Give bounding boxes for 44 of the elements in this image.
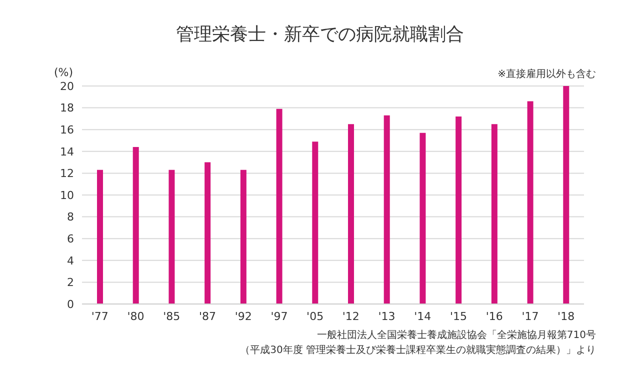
x-tick-label: '97 xyxy=(270,310,288,323)
bar xyxy=(527,101,534,304)
bar xyxy=(563,86,570,304)
bar xyxy=(204,162,211,304)
x-tick-label: '16 xyxy=(486,310,503,323)
bar xyxy=(276,108,282,304)
bar xyxy=(348,124,354,304)
y-tick-label: 0 xyxy=(67,298,74,311)
y-tick-label: 6 xyxy=(67,232,74,246)
text: （平成30年度 管理栄養士及び栄養士課程卒業生の就職実態調査の結果）」より xyxy=(240,344,596,358)
bar xyxy=(240,170,246,304)
x-tick-label: '14 xyxy=(414,310,432,323)
bar xyxy=(168,170,175,304)
x-tick-label: '05 xyxy=(306,310,324,323)
chart-title: 管理栄養士・新卒での病院就職割合 xyxy=(175,23,465,46)
bar xyxy=(491,124,498,304)
y-tick-label: 4 xyxy=(67,254,74,268)
x-tick-label: '85 xyxy=(163,310,180,323)
y-tick-label: 10 xyxy=(60,188,74,202)
x-tick-label: '87 xyxy=(198,310,216,323)
bar xyxy=(97,170,103,304)
bar xyxy=(420,132,426,304)
y-tick-label: 14 xyxy=(60,145,74,158)
y-tick-label: 20 xyxy=(60,80,74,93)
x-tick-label: '13 xyxy=(378,310,396,323)
x-tick-label: '92 xyxy=(234,310,252,323)
x-tick-label: '17 xyxy=(522,310,539,323)
x-tick-label: '18 xyxy=(558,310,575,323)
bar xyxy=(132,147,139,304)
x-tick-label: '80 xyxy=(127,310,144,323)
x-tick-label: '77 xyxy=(91,310,108,323)
y-tick-label: 12 xyxy=(60,167,74,180)
text: 一般社団法人全国栄養士養成施設協会「全栄施協月報第710号 xyxy=(316,328,596,343)
bar xyxy=(312,142,318,304)
text: ※直接雇用以外も含む xyxy=(498,68,596,81)
bar xyxy=(384,115,390,304)
bar xyxy=(456,116,462,304)
y-tick-label: 16 xyxy=(60,124,74,137)
y-tick-label: 8 xyxy=(67,210,74,224)
y-axis-title: (%) xyxy=(54,66,74,79)
y-tick-label: 2 xyxy=(67,276,74,290)
y-tick-label: 18 xyxy=(60,102,74,115)
x-tick-label: '15 xyxy=(450,310,468,323)
x-tick-label: '12 xyxy=(342,310,360,323)
